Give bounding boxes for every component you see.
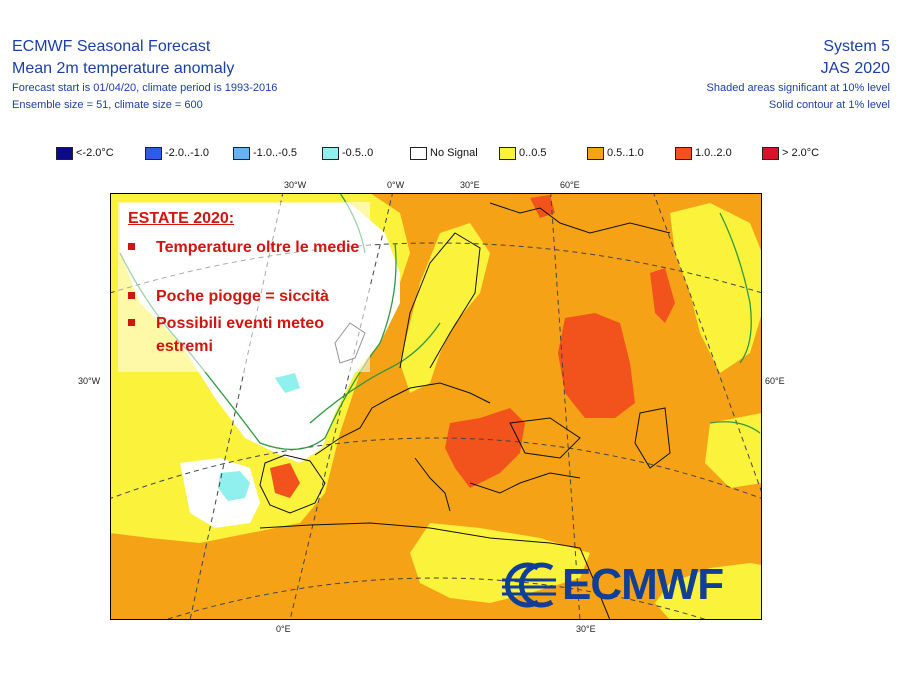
overlay-title: ESTATE 2020:: [128, 210, 235, 227]
header-left: ECMWF Seasonal Forecast Mean 2m temperat…: [12, 36, 277, 114]
legend-swatch: [762, 147, 779, 160]
legend-label: -2.0..-1.0: [165, 147, 210, 159]
bullet-square-icon: [128, 243, 135, 250]
map-title: ECMWF Seasonal Forecast: [12, 38, 211, 55]
overlay-bullet-text: Poche piogge = siccità: [156, 288, 329, 305]
lon-label-bottom-30e: 30°E: [576, 624, 596, 634]
coastline-scandinavia: [399, 232, 481, 369]
legend-swatch: [675, 147, 692, 160]
anomaly-area-0-05-arctic: [670, 203, 762, 373]
lon-label-bottom-0e: 0°E: [276, 624, 291, 634]
coastline-arctic: [489, 202, 671, 234]
graticule-meridian: [653, 193, 762, 494]
overlay-bullet: Poche piogge = siccità: [128, 285, 373, 308]
contour-line: [309, 322, 441, 424]
coastline-france: [314, 397, 391, 456]
legend-label: 1.0..2.0: [695, 147, 732, 159]
legend-label: -0.5..0: [342, 147, 374, 159]
ensemble-size-line: Ensemble size = 51, climate size = 600: [12, 99, 203, 111]
bullet-square-icon: [128, 292, 135, 299]
coastline-red-sea: [579, 547, 611, 620]
legend-label: -1.0..-0.5: [253, 147, 298, 159]
graticule-meridian: [550, 193, 581, 620]
ecmwf-logo-icon: [502, 562, 556, 608]
coastlines: [259, 202, 671, 620]
anomaly-area-1-2-arctic: [530, 195, 555, 218]
legend-label: No Signal: [430, 147, 478, 159]
summer-overlay: ESTATE 2020: Temperature oltre le medie …: [118, 202, 370, 372]
coastline-caspian: [634, 407, 671, 469]
overlay-bullet-text: Possibili eventi meteo estremi: [156, 315, 325, 355]
system-label: System 5: [823, 38, 890, 55]
coastline-italy: [414, 457, 451, 512]
anomaly-area-1-2-balkans: [445, 408, 525, 488]
anomaly-area-1-2-iberia: [270, 463, 300, 498]
header-right: System 5 JAS 2020 Shaded areas significa…: [707, 36, 890, 114]
lon-label-left-30w: 30°W: [78, 376, 101, 386]
legend-label: > 2.0°C: [782, 147, 820, 159]
lon-label-right-60e: 60°E: [765, 376, 785, 386]
anomaly-area-1-2-russia: [558, 313, 635, 418]
graticule-parallel: [110, 437, 762, 500]
legend-label: 0.5..1.0: [607, 147, 644, 159]
contour-line: [709, 421, 761, 434]
overlay-bullet: Possibili eventi meteo estremi: [128, 312, 373, 358]
coastline-north-africa: [259, 522, 581, 549]
map-subtitle: Mean 2m temperature anomaly: [12, 60, 235, 77]
graticule-meridian: [289, 193, 394, 620]
anomaly-area-minus05-0: [218, 471, 250, 501]
coastline-iberia: [259, 454, 326, 514]
map-frame: [110, 193, 762, 620]
legend-swatch: [233, 147, 250, 160]
coastline-aegean: [469, 472, 581, 494]
legend-swatch: [410, 147, 427, 160]
legend-swatch: [56, 147, 73, 160]
ecmwf-logo-text: ECMWF: [562, 560, 724, 609]
overlay-bullet: Temperature oltre le medie: [128, 236, 373, 282]
contour-line: [719, 212, 752, 364]
anomaly-area-0-05-kazakh: [705, 413, 762, 488]
anomaly-area-1-2-urals: [650, 268, 675, 323]
overlay-bullet-text: Temperature oltre le medie: [156, 239, 360, 256]
coastline-north-europe: [389, 382, 491, 404]
bullet-square-icon: [128, 319, 135, 326]
anomaly-area-0-05-scandinavia: [400, 223, 490, 393]
forecast-start-line: Forecast start is 01/04/20, climate peri…: [12, 82, 278, 94]
legend-swatch: [145, 147, 162, 160]
legend-label: 0..0.5: [519, 147, 547, 159]
logo-arc-inner: [519, 562, 554, 608]
contour-significance-note: Solid contour at 1% level: [768, 99, 890, 111]
anomaly-area-0-05-arabia: [655, 563, 762, 620]
logo-arc-outer: [505, 562, 540, 608]
legend-swatch: [322, 147, 339, 160]
lon-label-top-30e: 30°E: [460, 180, 480, 190]
lon-label-top-60e: 60°E: [560, 180, 580, 190]
graticule-parallel: [163, 577, 709, 620]
anomaly-area-minus05-0-small: [275, 373, 300, 393]
legend-swatch: [587, 147, 604, 160]
legend-label: <-2.0°C: [76, 147, 114, 159]
lon-label-top-30w: 30°W: [284, 180, 307, 190]
season-label: JAS 2020: [820, 60, 890, 77]
shaded-significance-note: Shaded areas significant at 10% level: [706, 82, 890, 94]
legend-swatch: [499, 147, 516, 160]
coastline-black-sea: [509, 417, 581, 459]
lon-label-top-0w: 0°W: [387, 180, 405, 190]
ecmwf-logo: ECMWF: [498, 560, 746, 610]
